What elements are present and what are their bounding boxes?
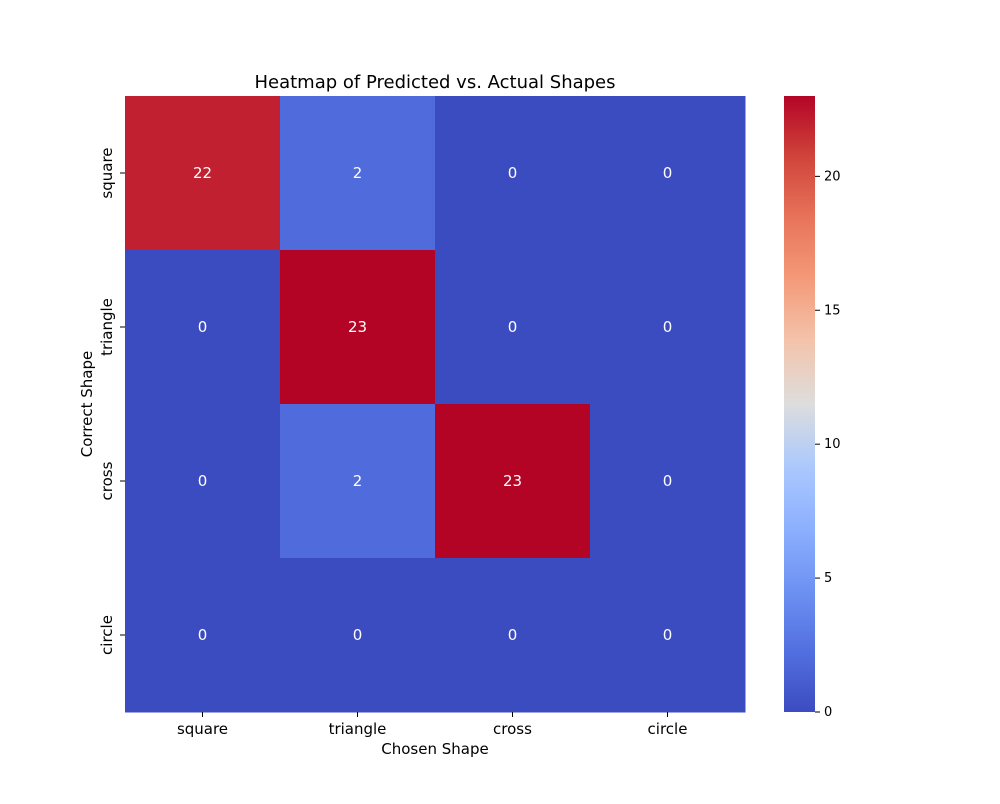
heatmap-cell <box>125 96 281 251</box>
colorbar-tick-label: 20 <box>824 169 841 184</box>
cell-value-label: 0 <box>663 626 673 644</box>
heatmap-cell <box>435 250 591 405</box>
cell-value-label: 0 <box>508 626 518 644</box>
colorbar-tick-label: 0 <box>824 705 832 720</box>
cell-value-label: 2 <box>353 472 363 490</box>
colorbar-tick-label: 15 <box>824 303 841 318</box>
colorbar <box>784 96 815 712</box>
heatmap-cell <box>280 96 436 251</box>
cell-value-label: 0 <box>353 626 363 644</box>
colorbar-tick-label: 5 <box>824 571 832 586</box>
x-tick-label: circle <box>648 720 688 738</box>
heatmap-cell <box>280 250 436 405</box>
y-tick-label: circle <box>98 615 116 655</box>
cell-value-label: 23 <box>348 318 367 336</box>
heatmap-cell <box>280 404 436 559</box>
heatmap-cell <box>280 558 436 713</box>
y-tick-label: square <box>98 147 116 198</box>
cell-value-label: 0 <box>198 472 208 490</box>
colorbar-tick-label: 10 <box>824 437 841 452</box>
x-axis-label: Chosen Shape <box>381 740 488 758</box>
cell-value-label: 0 <box>198 626 208 644</box>
y-tick-label: cross <box>98 461 116 500</box>
cell-value-label: 23 <box>503 472 522 490</box>
cell-value-label: 2 <box>353 164 363 182</box>
y-tick-label: triangle <box>98 298 116 356</box>
cell-value-label: 0 <box>663 164 673 182</box>
cell-value-label: 0 <box>663 472 673 490</box>
cell-value-label: 0 <box>508 318 518 336</box>
heatmap-cell <box>590 404 746 559</box>
x-axis-ticks: square triangle cross circle <box>177 712 688 738</box>
heatmap-cell <box>435 558 591 713</box>
heatmap-cell <box>590 250 746 405</box>
x-tick-label: cross <box>493 720 532 738</box>
heatmap-cells: 22 2 0 00 23 0 00 2 23 00 0 0 0 <box>125 96 746 713</box>
heatmap-cell <box>125 404 281 559</box>
heatmap-cell <box>590 558 746 713</box>
x-tick-label: square <box>177 720 228 738</box>
cell-value-label: 0 <box>663 318 673 336</box>
chart-title: Heatmap of Predicted vs. Actual Shapes <box>254 72 615 93</box>
heatmap-cell <box>435 96 591 251</box>
heatmap-cell <box>435 404 591 559</box>
heatmap-cell <box>125 558 281 713</box>
y-axis-label: Correct Shape <box>78 351 96 458</box>
cell-value-label: 0 <box>198 318 208 336</box>
colorbar-ticks: 0 5 10 15 20 <box>815 169 841 720</box>
cell-value-label: 22 <box>193 164 212 182</box>
x-tick-label: triangle <box>329 720 387 738</box>
heatmap-cell <box>590 96 746 251</box>
heatmap-cell <box>125 250 281 405</box>
y-axis-ticks: square triangle cross circle <box>98 147 125 655</box>
cell-value-label: 0 <box>508 164 518 182</box>
